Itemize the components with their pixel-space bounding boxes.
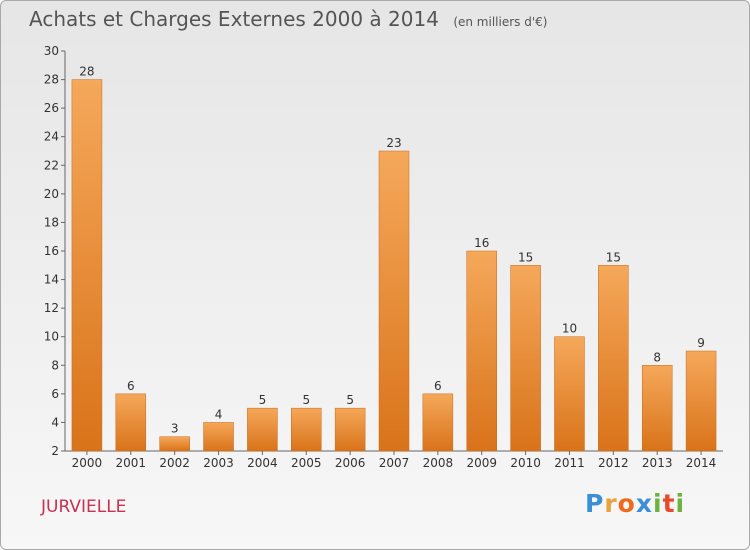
x-tick-label: 2001 [116,456,147,470]
bar [685,350,717,452]
bar-value-label: 4 [215,407,223,421]
proxiti-logo: Proxiti [585,489,685,518]
bar [115,393,147,452]
y-tick-label: 18 [44,215,59,229]
y-tick-label: 2 [51,444,59,458]
x-tick-label: 2013 [642,456,673,470]
x-tick-label: 2014 [686,456,717,470]
y-tick-label: 14 [44,273,59,287]
bar-value-label: 8 [653,350,661,364]
x-tick-label: 2002 [159,456,190,470]
bar [291,407,322,452]
bar [510,265,541,452]
bar [71,79,103,452]
bar [247,407,278,452]
chart-title-block: Achats et Charges Externes 2000 à 2014 (… [29,7,547,31]
x-tick-label: 2000 [72,456,103,470]
y-tick-label: 30 [44,44,59,58]
bar-value-label: 10 [562,322,577,336]
bar [159,436,190,452]
y-tick-label: 4 [51,415,59,429]
logo-letter: P [585,489,605,518]
bar-value-label: 3 [171,422,179,436]
bar-value-label: 16 [474,236,489,250]
x-tick-label: 2012 [598,456,629,470]
bar [554,336,585,452]
x-tick-label: 2010 [510,456,541,470]
x-tick-label: 2008 [423,456,454,470]
y-tick-label: 12 [44,301,59,315]
x-tick-label: 2011 [554,456,585,470]
bar-value-label: 6 [434,379,442,393]
y-tick-label: 16 [44,244,59,258]
bar [378,150,410,452]
bar [598,265,629,452]
bar [203,422,234,452]
y-tick-label: 28 [44,73,59,87]
bar-value-label: 5 [346,393,354,407]
y-tick-label: 26 [44,101,59,115]
logo-letter: x [635,489,653,518]
y-tick-label: 8 [51,358,59,372]
logo-letter: r [604,489,618,518]
bar-value-label: 15 [518,250,533,264]
bar-value-label: 9 [697,336,705,350]
logo-letter: i [653,489,663,518]
chart-title: Achats et Charges Externes 2000 à 2014 [29,7,439,31]
bar [334,407,366,452]
commune-name: JURVIELLE [41,497,127,517]
bar-value-label: 6 [127,379,135,393]
x-tick-label: 2009 [466,456,497,470]
y-tick-label: 6 [51,387,59,401]
x-tick-label: 2007 [379,456,410,470]
x-tick-label: 2003 [203,456,234,470]
bar-value-label: 28 [79,65,94,79]
y-tick-label: 24 [44,130,59,144]
bar-value-label: 23 [386,136,401,150]
x-tick-label: 2004 [247,456,278,470]
y-tick-label: 10 [44,330,59,344]
bar [641,365,673,452]
logo-letter: t [662,489,676,518]
bar-value-label: 5 [259,393,267,407]
chart-subtitle: (en milliers d'€) [453,15,548,29]
x-tick-label: 2006 [335,456,366,470]
bar-value-label: 15 [606,250,621,264]
bar [422,393,454,452]
y-tick-label: 22 [44,158,59,172]
bar [466,250,497,452]
bar-value-label: 5 [302,393,310,407]
x-tick-label: 2005 [291,456,322,470]
y-tick-label: 20 [44,187,59,201]
logo-letter: i [675,489,686,518]
logo-letter: o [617,489,636,518]
